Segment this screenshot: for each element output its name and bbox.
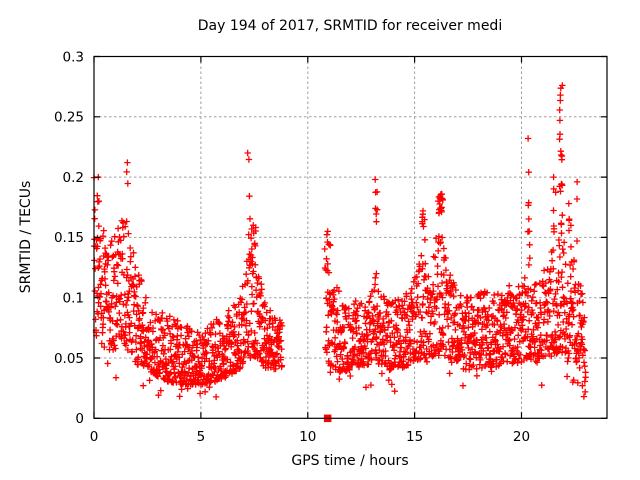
y-tick-label: 0.15 bbox=[54, 230, 84, 246]
y-tick-label: 0.2 bbox=[63, 170, 84, 186]
y-tick-label: 0.3 bbox=[63, 49, 84, 65]
x-tick-label: 10 bbox=[299, 429, 316, 445]
x-tick-labels: 0 5 10 15 20 bbox=[90, 429, 530, 445]
y-tick-label: 0.1 bbox=[63, 291, 84, 307]
x-tick-label: 20 bbox=[513, 429, 530, 445]
y-tick-label: 0.25 bbox=[54, 110, 84, 126]
chart-title: Day 194 of 2017, SRMTID for receiver med… bbox=[198, 18, 502, 34]
x-tick-label: 5 bbox=[197, 429, 206, 445]
y-tick-label: 0.05 bbox=[54, 351, 84, 367]
tick-marks bbox=[93, 55, 607, 419]
plot-frame bbox=[93, 55, 608, 419]
x-axis-label: GPS time / hours bbox=[291, 453, 408, 469]
y-axis-label: SRMTID / TECUs bbox=[18, 181, 34, 294]
y-tick-label: 0 bbox=[75, 411, 84, 427]
x-tick-label: 0 bbox=[90, 429, 99, 445]
x-tick-label: 15 bbox=[406, 429, 423, 445]
y-tick-labels: 0 0.05 0.1 0.15 0.2 0.25 0.3 bbox=[54, 49, 84, 427]
